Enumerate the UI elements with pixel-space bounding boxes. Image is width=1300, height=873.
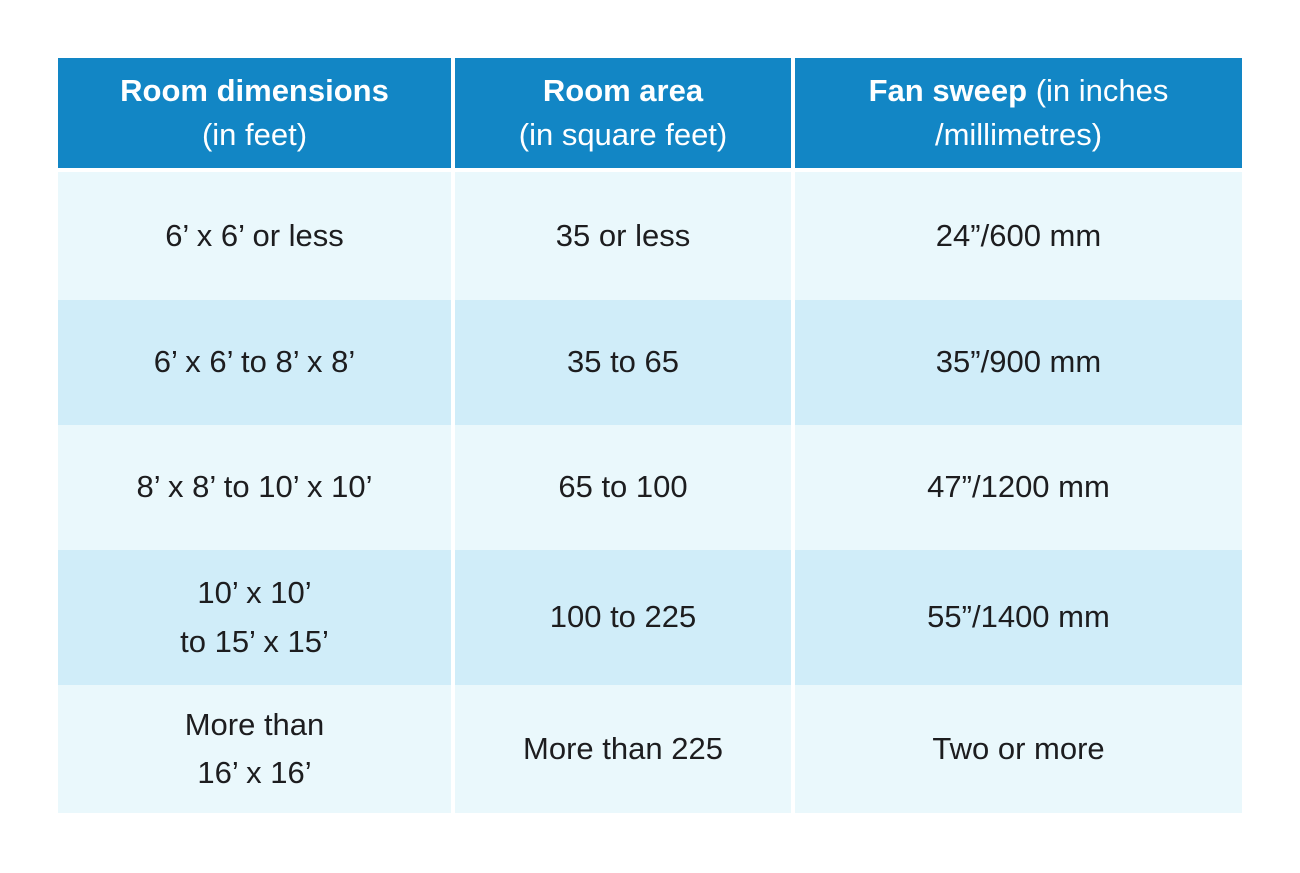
header-subtitle: /millimetres) <box>934 117 1103 152</box>
cell-dimensions-row1: 6’ x 6’ or less <box>58 172 451 300</box>
cell-dimensions-row5: More than 16’ x 16’ <box>58 685 451 813</box>
cell-line: 24”/600 mm <box>935 217 1102 253</box>
cell-line: 10’ x 10’ <box>197 575 312 611</box>
cell-line: 35”/900 mm <box>935 344 1102 380</box>
cell-line: 35 to 65 <box>566 344 680 380</box>
cell-area-row4: 100 to 225 <box>455 550 791 685</box>
cell-line: 55”/1400 mm <box>927 599 1110 635</box>
cell-area-row5: More than 225 <box>455 685 791 813</box>
header-cell-room-dimensions: Room dimensions (in feet) <box>58 58 451 172</box>
cell-line: to 15’ x 15’ <box>180 623 329 659</box>
header-subtitle: (in feet) <box>201 117 308 152</box>
cell-sweep-row5: Two or more <box>795 685 1242 813</box>
cell-line: 8’ x 8’ to 10’ x 10’ <box>136 469 373 505</box>
cell-area-row1: 35 or less <box>455 172 791 300</box>
cell-area-row2: 35 to 65 <box>455 300 791 425</box>
header-title: Room dimensions <box>120 72 389 108</box>
cell-line: Two or more <box>932 730 1105 766</box>
cell-dimensions-row3: 8’ x 8’ to 10’ x 10’ <box>58 425 451 550</box>
cell-line: More than 225 <box>523 730 723 766</box>
fan-sizing-table: Room dimensions (in feet) Room area (in … <box>58 58 1242 813</box>
header-title: Fan sweep (in inches <box>868 72 1169 108</box>
header-title: Room area <box>542 72 704 108</box>
cell-area-row3: 65 to 100 <box>455 425 791 550</box>
cell-line: More than <box>184 706 325 742</box>
header-cell-room-area: Room area (in square feet) <box>455 58 791 172</box>
cell-line: 100 to 225 <box>549 599 697 635</box>
header-cell-fan-sweep: Fan sweep (in inches /millimetres) <box>795 58 1242 172</box>
cell-sweep-row2: 35”/900 mm <box>795 300 1242 425</box>
cell-line: 47”/1200 mm <box>927 469 1110 505</box>
cell-sweep-row4: 55”/1400 mm <box>795 550 1242 685</box>
cell-sweep-row3: 47”/1200 mm <box>795 425 1242 550</box>
cell-line: 35 or less <box>555 217 691 253</box>
header-subtitle: (in square feet) <box>518 117 728 152</box>
cell-line: 6’ x 6’ or less <box>165 217 344 253</box>
cell-line: 65 to 100 <box>558 469 688 505</box>
cell-line: 6’ x 6’ to 8’ x 8’ <box>153 344 356 380</box>
cell-dimensions-row2: 6’ x 6’ to 8’ x 8’ <box>58 300 451 425</box>
cell-sweep-row1: 24”/600 mm <box>795 172 1242 300</box>
cell-dimensions-row4: 10’ x 10’ to 15’ x 15’ <box>58 550 451 685</box>
cell-line: 16’ x 16’ <box>197 755 312 790</box>
